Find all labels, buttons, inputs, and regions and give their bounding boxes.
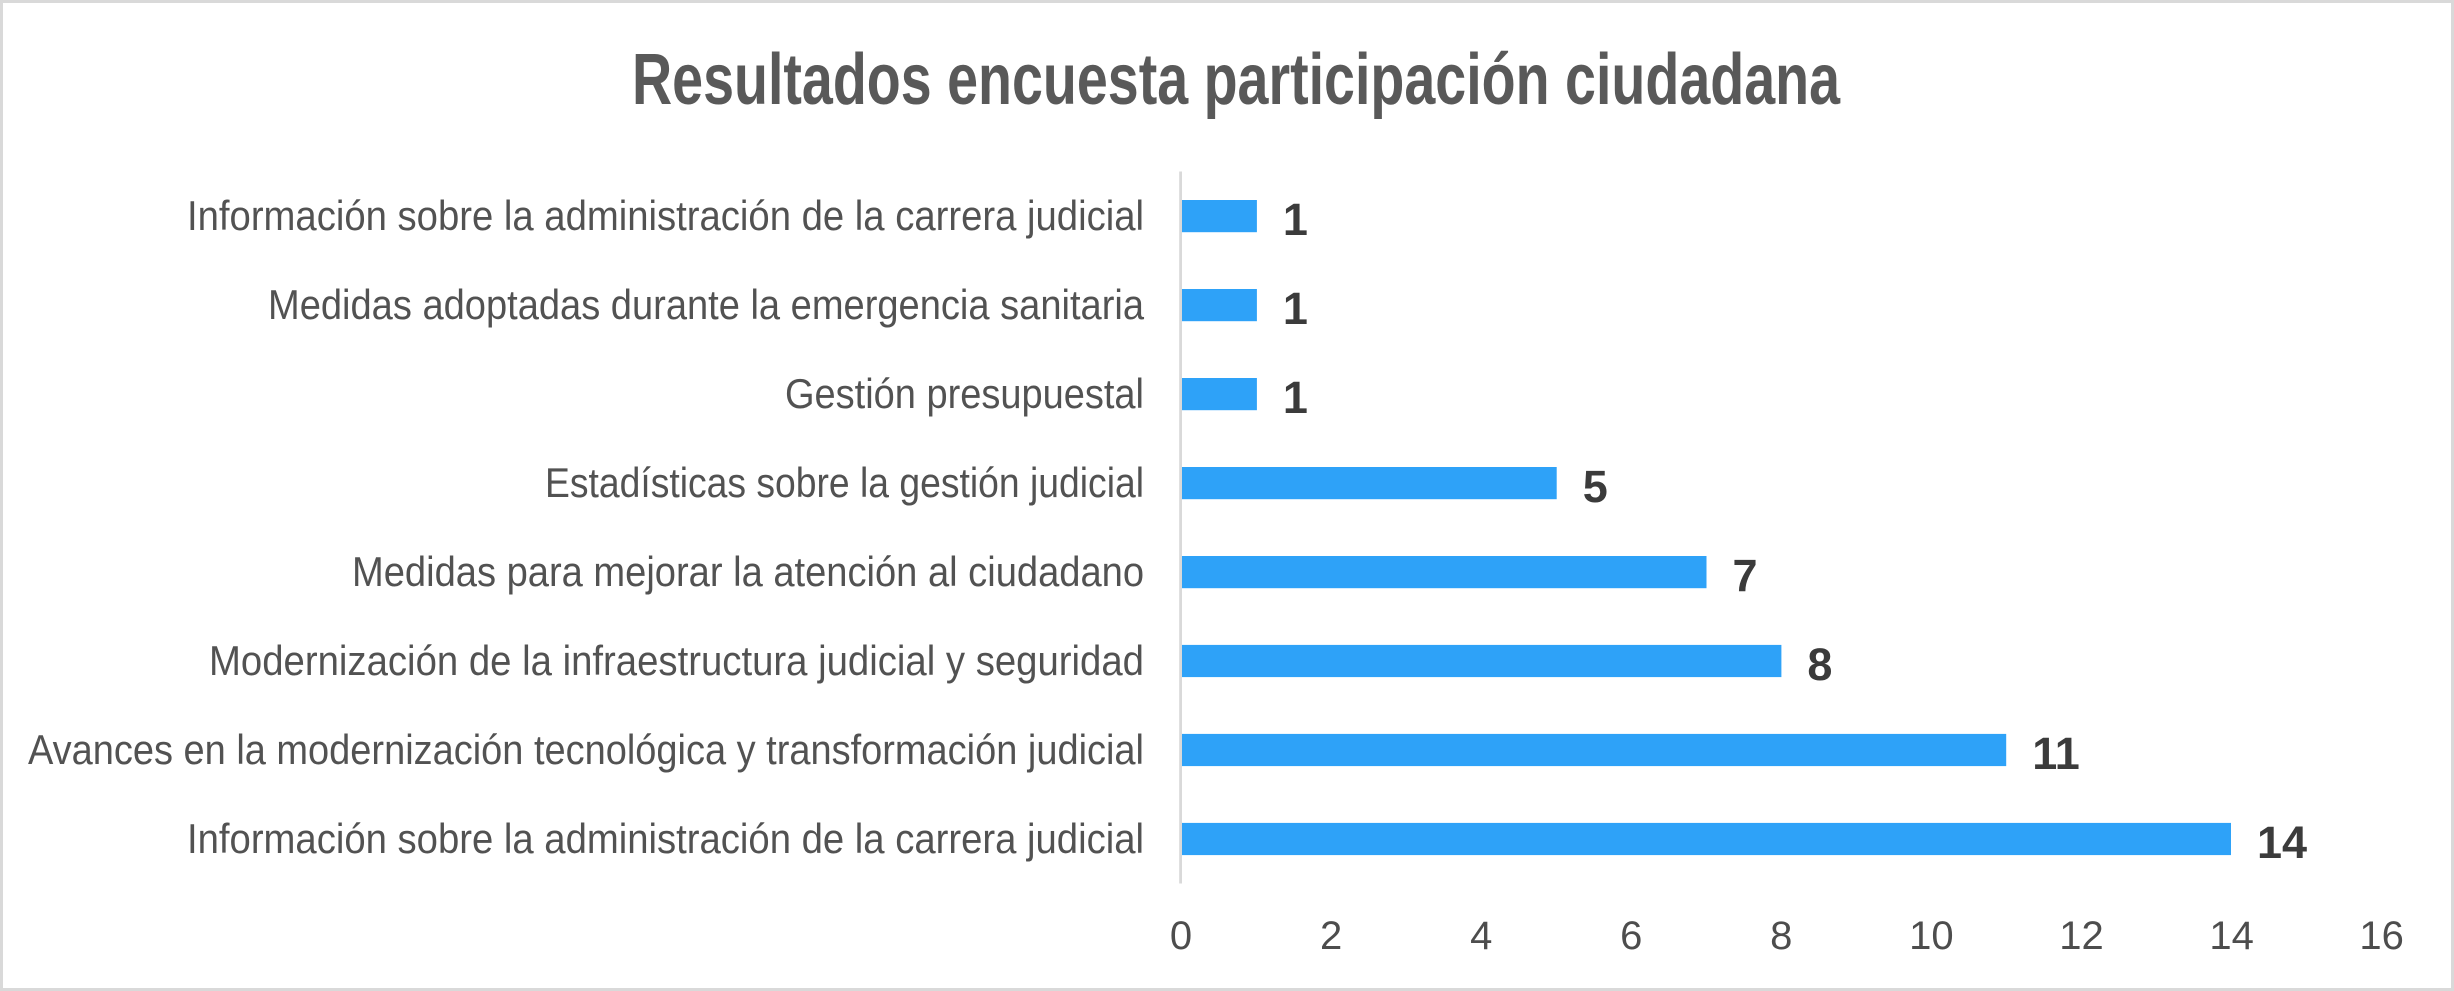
svg-text:1: 1 bbox=[1283, 372, 1308, 423]
svg-text:7: 7 bbox=[1733, 550, 1758, 601]
svg-text:Medidas para mejorar la atenci: Medidas para mejorar la atención al ciud… bbox=[352, 548, 1144, 595]
svg-text:Resultados encuesta participac: Resultados encuesta participación ciudad… bbox=[632, 40, 1841, 120]
svg-text:4: 4 bbox=[1470, 914, 1492, 958]
svg-text:5: 5 bbox=[1583, 461, 1608, 512]
svg-text:6: 6 bbox=[1620, 914, 1642, 958]
svg-text:1: 1 bbox=[1283, 283, 1308, 334]
svg-text:Avances en la modernización te: Avances en la modernización tecnológica … bbox=[28, 726, 1144, 773]
svg-text:Información sobre la administr: Información sobre la administración de l… bbox=[187, 192, 1144, 239]
svg-text:Estadísticas sobre la gestión: Estadísticas sobre la gestión judicial bbox=[545, 459, 1144, 506]
svg-text:8: 8 bbox=[1807, 639, 1832, 690]
svg-text:8: 8 bbox=[1770, 914, 1792, 958]
svg-text:14: 14 bbox=[2209, 914, 2254, 958]
svg-text:1: 1 bbox=[1283, 194, 1308, 245]
svg-text:Gestión presupuestal: Gestión presupuestal bbox=[785, 370, 1144, 417]
svg-text:Información sobre la administr: Información sobre la administración de l… bbox=[187, 815, 1144, 862]
svg-text:14: 14 bbox=[2257, 817, 2307, 868]
svg-text:Modernización de la infraestru: Modernización de la infraestructura judi… bbox=[209, 637, 1144, 684]
svg-text:10: 10 bbox=[1909, 914, 1954, 958]
svg-text:11: 11 bbox=[2032, 728, 2080, 779]
svg-text:0: 0 bbox=[1170, 914, 1192, 958]
svg-text:16: 16 bbox=[2359, 914, 2404, 958]
svg-text:2: 2 bbox=[1320, 914, 1342, 958]
svg-text:Medidas adoptadas durante la e: Medidas adoptadas durante la emergencia … bbox=[268, 281, 1145, 328]
svg-text:12: 12 bbox=[2059, 914, 2104, 958]
